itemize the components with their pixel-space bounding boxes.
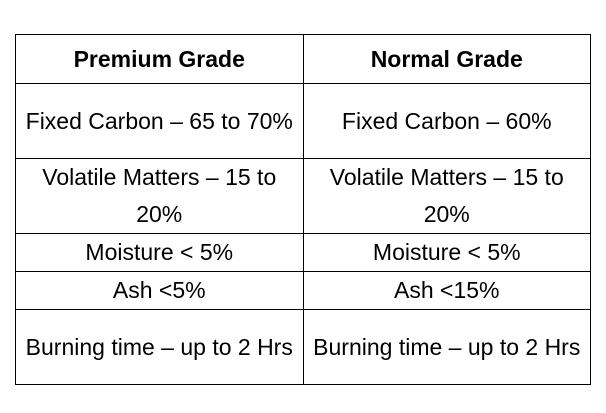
grade-table: Premium Grade Normal Grade Fixed Carbon … <box>15 34 591 385</box>
table-head: Premium Grade Normal Grade <box>15 34 591 84</box>
table-cell: Ash <15% <box>302 271 591 310</box>
table-row: Burning time – up to 2 Hrs Burning time –… <box>15 309 591 385</box>
table-cell: Fixed Carbon – 60% <box>302 83 591 159</box>
table-body: Fixed Carbon – 65 to 70% Fixed Carbon – 6… <box>15 83 591 385</box>
table-cell: Moisture < 5% <box>302 233 591 272</box>
table-cell: Moisture < 5% <box>15 233 304 272</box>
header-row: Premium Grade Normal Grade <box>15 34 591 84</box>
table-cell: Burning time – up to 2 Hrs <box>302 309 591 385</box>
table-cell: Fixed Carbon – 65 to 70% <box>15 83 304 159</box>
table-cell: Burning time – up to 2 Hrs <box>15 309 304 385</box>
table-row: Moisture < 5% Moisture < 5% <box>15 233 591 272</box>
table-row: Fixed Carbon – 65 to 70% Fixed Carbon – 6… <box>15 83 591 159</box>
table-cell: Volatile Matters – 15 to 20% <box>15 158 304 234</box>
table-cell: Volatile Matters – 15 to 20% <box>302 158 591 234</box>
table-row: Volatile Matters – 15 to 20% Volatile Mat… <box>15 158 591 234</box>
table-row: Ash <5% Ash <15% <box>15 271 591 310</box>
header-cell: Premium Grade <box>15 34 304 84</box>
table-cell: Ash <5% <box>15 271 304 310</box>
header-cell: Normal Grade <box>302 34 591 84</box>
